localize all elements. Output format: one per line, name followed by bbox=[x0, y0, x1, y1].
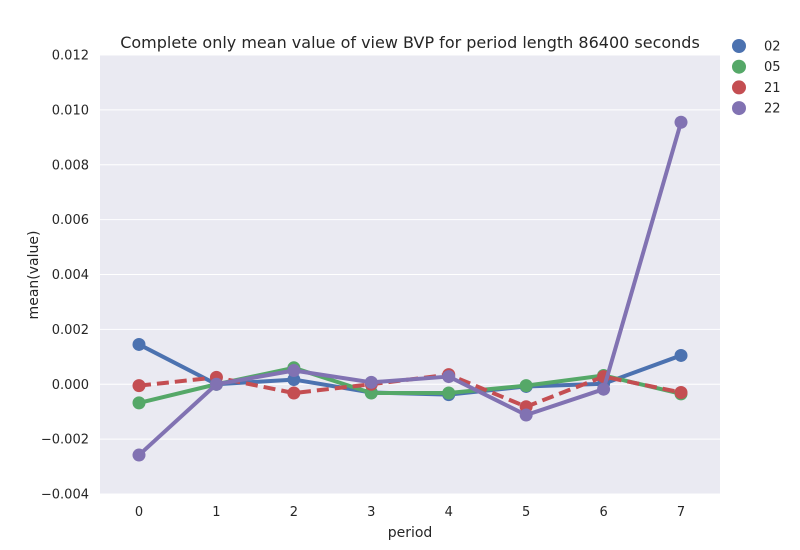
data-point bbox=[132, 396, 146, 410]
y-axis-ticks: −0.004 −0.002 0.000 0.002 0.004 0.006 0.008 0.0… bbox=[41, 49, 89, 503]
data-point bbox=[674, 385, 688, 399]
data-point bbox=[132, 337, 146, 351]
data-point bbox=[442, 386, 456, 400]
gridlines bbox=[100, 54, 720, 495]
data-point bbox=[132, 448, 146, 462]
data-point bbox=[364, 375, 378, 389]
legend-marker bbox=[732, 39, 746, 53]
y-tick-label: −0.002 bbox=[41, 433, 89, 448]
x-tick-label: 0 bbox=[135, 505, 143, 520]
legend-marker bbox=[732, 59, 746, 74]
legend-marker bbox=[732, 80, 746, 95]
legend-label: 21 bbox=[764, 81, 781, 96]
legend-item-05: 05 bbox=[732, 59, 781, 75]
data-point bbox=[287, 373, 301, 387]
legend-marker bbox=[732, 101, 746, 116]
data-point bbox=[442, 370, 456, 384]
legend-item-21: 21 bbox=[732, 80, 781, 96]
series-22 bbox=[132, 115, 688, 462]
data-point bbox=[132, 379, 146, 393]
data-point bbox=[597, 382, 611, 396]
x-axis-label: period bbox=[388, 525, 433, 541]
data-point bbox=[674, 115, 688, 129]
data-point bbox=[209, 377, 223, 391]
x-tick-label: 1 bbox=[212, 505, 220, 520]
x-tick-label: 5 bbox=[522, 505, 530, 520]
data-point bbox=[674, 348, 688, 362]
x-tick-label: 7 bbox=[677, 505, 685, 520]
series-layer bbox=[132, 115, 688, 462]
legend-label: 02 bbox=[764, 40, 781, 55]
y-tick-label: 0.006 bbox=[52, 213, 89, 228]
y-tick-label: 0.002 bbox=[52, 323, 89, 338]
y-axis-label: mean(value) bbox=[26, 231, 42, 320]
legend-label: 05 bbox=[764, 60, 781, 75]
legend-item-02: 02 bbox=[732, 39, 781, 55]
data-point bbox=[519, 408, 533, 422]
y-tick-label: 0.012 bbox=[52, 49, 89, 64]
data-point bbox=[287, 386, 301, 400]
y-tick-label: −0.004 bbox=[41, 488, 89, 503]
y-tick-label: 0.000 bbox=[52, 378, 89, 393]
data-point bbox=[519, 379, 533, 393]
legend-label: 22 bbox=[764, 102, 781, 117]
y-tick-label: 0.004 bbox=[52, 268, 89, 283]
x-axis-ticks: 0 1 2 3 4 5 6 7 bbox=[135, 505, 685, 520]
x-tick-label: 2 bbox=[290, 505, 298, 520]
series-line bbox=[137, 121, 683, 457]
chart-title: Complete only mean value of view BVP for… bbox=[120, 33, 700, 52]
x-tick-label: 3 bbox=[367, 505, 375, 520]
x-tick-label: 6 bbox=[599, 505, 607, 520]
legend: 02 05 21 22 bbox=[732, 39, 781, 117]
x-tick-label: 4 bbox=[445, 505, 453, 520]
y-tick-label: 0.010 bbox=[52, 103, 89, 118]
legend-item-22: 22 bbox=[732, 101, 781, 117]
data-point bbox=[287, 364, 301, 378]
y-tick-label: 0.008 bbox=[52, 158, 89, 173]
